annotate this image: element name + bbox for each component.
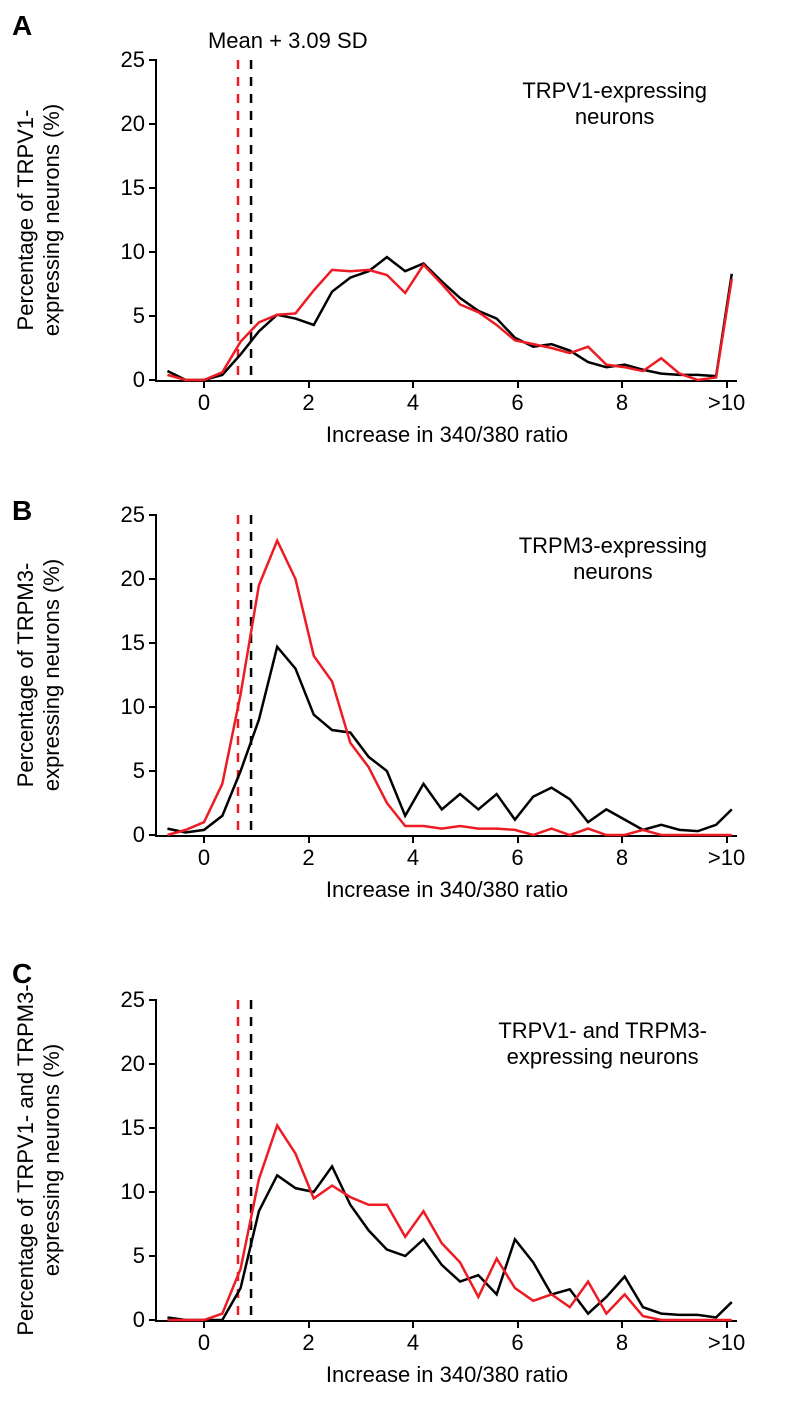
y-tick-label: 10 <box>121 239 145 265</box>
x-tick <box>412 380 414 388</box>
x-tick-label: 2 <box>302 390 314 416</box>
x-axis-title: Increase in 340/380 ratio <box>157 877 737 903</box>
y-tick <box>149 514 157 516</box>
y-tick-label: 10 <box>121 1179 145 1205</box>
x-tick-label: 8 <box>616 390 628 416</box>
x-tick-label-final: >10 <box>708 845 745 871</box>
x-tick-label-final: >10 <box>708 1330 745 1356</box>
y-tick <box>149 1255 157 1257</box>
y-axis-title: Percentage of TRPV1- and TRPM3-expressin… <box>13 984 65 1335</box>
x-tick <box>517 835 519 843</box>
y-tick-label: 25 <box>121 47 145 73</box>
plot-svg <box>157 60 737 380</box>
x-tick-label: 6 <box>511 845 523 871</box>
x-tick <box>517 1320 519 1328</box>
y-tick <box>149 770 157 772</box>
x-tick <box>308 1320 310 1328</box>
y-tick-label: 20 <box>121 111 145 137</box>
x-tick-label: 0 <box>198 390 210 416</box>
x-tick <box>308 835 310 843</box>
y-tick <box>149 834 157 836</box>
y-axis-title: Percentage of TRPM3-expressing neurons (… <box>13 559 65 791</box>
plot-svg <box>157 1000 737 1320</box>
x-tick-label: 4 <box>407 845 419 871</box>
y-tick <box>149 1191 157 1193</box>
y-tick <box>149 1063 157 1065</box>
x-tick-label: 8 <box>616 1330 628 1356</box>
y-tick <box>149 315 157 317</box>
plot-area-a: 051015202502468>10Increase in 340/380 ra… <box>155 60 737 382</box>
x-tick <box>517 380 519 388</box>
y-tick-label: 5 <box>133 1243 145 1269</box>
y-tick <box>149 1127 157 1129</box>
x-tick <box>203 835 205 843</box>
y-tick-label: 25 <box>121 987 145 1013</box>
y-tick-label: 20 <box>121 566 145 592</box>
y-tick-label: 5 <box>133 758 145 784</box>
x-tick <box>621 380 623 388</box>
y-tick-label: 15 <box>121 1115 145 1141</box>
x-tick-label: 6 <box>511 390 523 416</box>
x-tick <box>412 835 414 843</box>
y-tick <box>149 123 157 125</box>
y-tick <box>149 706 157 708</box>
plot-area-b: 051015202502468>10Increase in 340/380 ra… <box>155 515 737 837</box>
y-tick-label: 0 <box>133 367 145 393</box>
x-tick-label: 8 <box>616 845 628 871</box>
y-axis-title: Percentage of TRPV1-expressing neurons (… <box>13 104 65 336</box>
plot-area-c: 051015202502468>10Increase in 340/380 ra… <box>155 1000 737 1322</box>
y-tick <box>149 251 157 253</box>
x-tick-label: 0 <box>198 1330 210 1356</box>
y-tick-label: 20 <box>121 1051 145 1077</box>
threshold-label: Mean + 3.09 SD <box>208 28 368 54</box>
plot-svg <box>157 515 737 835</box>
x-axis-title: Increase in 340/380 ratio <box>157 422 737 448</box>
y-tick-label: 10 <box>121 694 145 720</box>
y-tick <box>149 59 157 61</box>
x-tick-label: 4 <box>407 390 419 416</box>
x-tick-label: 0 <box>198 845 210 871</box>
x-tick <box>308 380 310 388</box>
y-tick <box>149 578 157 580</box>
y-tick-label: 15 <box>121 630 145 656</box>
x-tick <box>412 1320 414 1328</box>
y-tick-label: 15 <box>121 175 145 201</box>
x-tick <box>726 380 728 388</box>
y-tick-label: 25 <box>121 502 145 528</box>
y-tick <box>149 642 157 644</box>
x-axis-title: Increase in 340/380 ratio <box>157 1362 737 1388</box>
panel-letter-b: B <box>12 495 32 527</box>
y-tick-label: 0 <box>133 822 145 848</box>
x-tick-label: 2 <box>302 845 314 871</box>
figure-root: A051015202502468>10Increase in 340/380 r… <box>0 0 800 1424</box>
y-tick-label: 5 <box>133 303 145 329</box>
x-tick <box>621 1320 623 1328</box>
y-tick <box>149 187 157 189</box>
y-tick <box>149 379 157 381</box>
y-tick <box>149 999 157 1001</box>
y-tick <box>149 1319 157 1321</box>
x-tick-label: 6 <box>511 1330 523 1356</box>
y-tick-label: 0 <box>133 1307 145 1333</box>
x-tick-label-final: >10 <box>708 390 745 416</box>
panel-letter-a: A <box>12 10 32 42</box>
x-tick-label: 4 <box>407 1330 419 1356</box>
x-tick-label: 2 <box>302 1330 314 1356</box>
